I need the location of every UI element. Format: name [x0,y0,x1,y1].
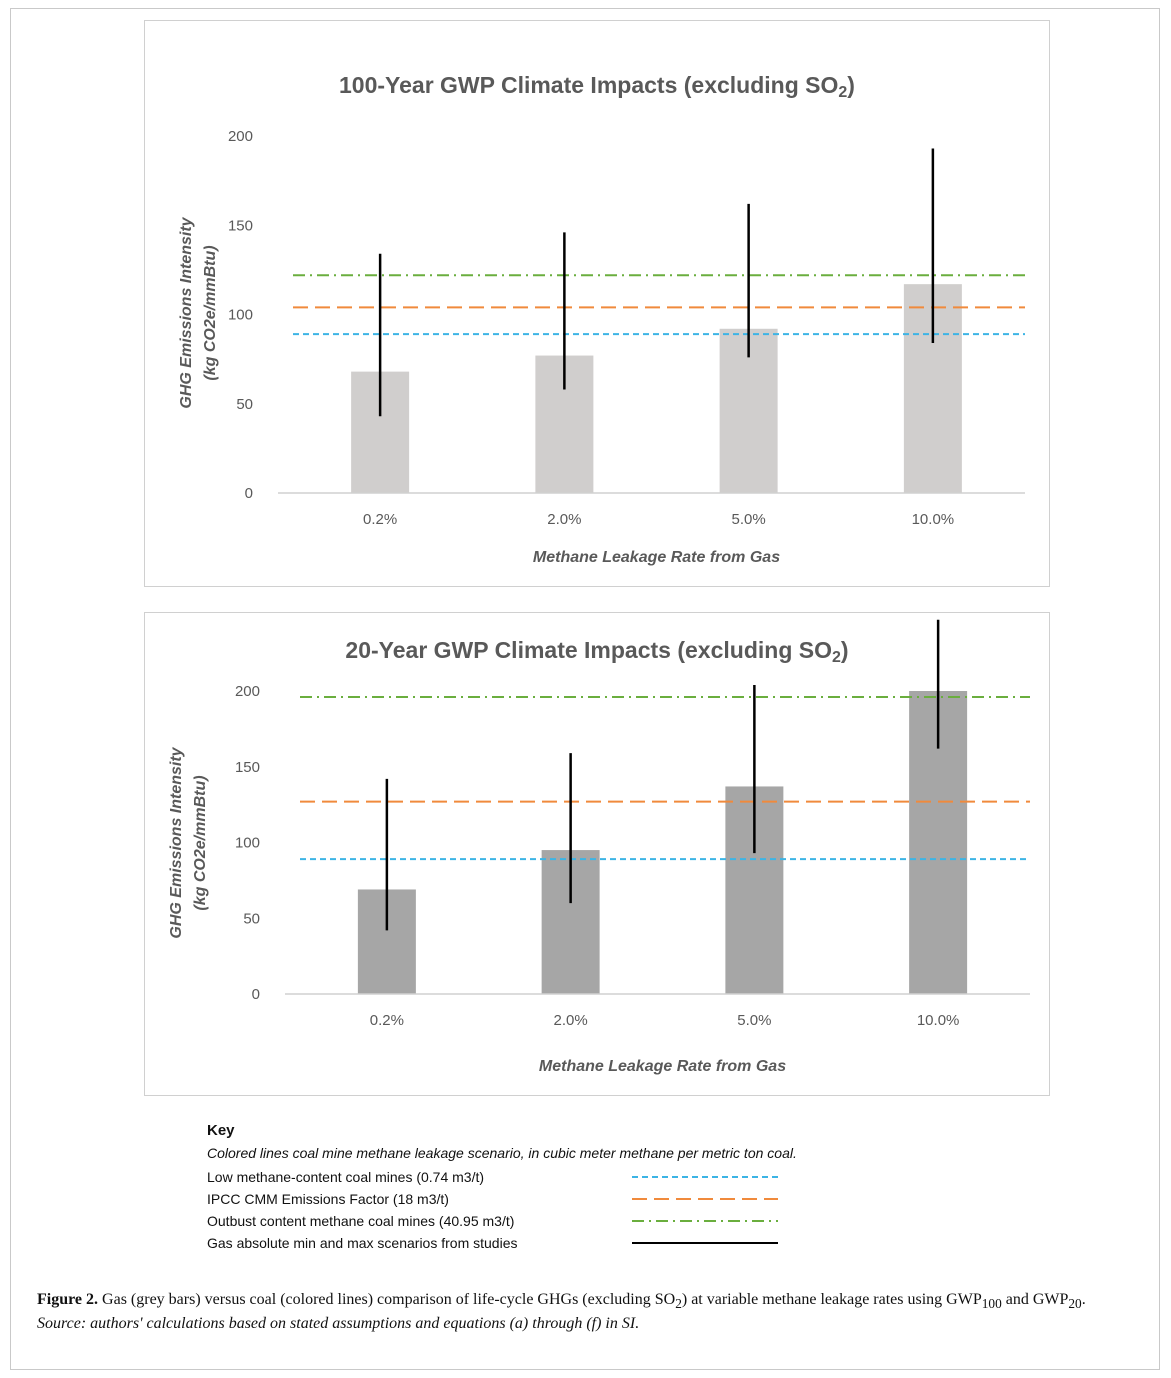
key-item-swatch [632,1176,778,1178]
caption-label: Figure 2. [37,1291,99,1308]
x-tick-label: 0.2% [370,1012,404,1029]
y-tick-label: 50 [243,910,260,927]
key-item: Low methane-content coal mines (0.74 m3/… [207,1166,1037,1188]
chart-gwp100: 100-Year GWP Climate Impacts (excluding … [178,72,1025,566]
x-tick-label: 2.0% [554,1012,588,1029]
caption-so-sub: 2 [675,1296,682,1312]
key-item-label: Outbust content methane coal mines (40.9… [207,1213,515,1229]
chart-panel-gwp20: 20-Year GWP Climate Impacts (excluding S… [144,612,1050,1096]
y-axis-title-units: (kg CO2e/mmBtu) [202,245,219,380]
x-tick-label: 2.0% [547,511,581,528]
key-item: IPCC CMM Emissions Factor (18 m3/t) [207,1188,1037,1210]
y-tick-label: 200 [228,128,253,145]
chart-title: 20-Year GWP Climate Impacts (excluding S… [345,637,848,666]
key-description: Colored lines coal mine methane leakage … [207,1145,797,1161]
y-axis-title: GHG Emissions Intensity [168,746,185,938]
figure-caption: Figure 2. Gas (grey bars) versus coal (c… [37,1290,1137,1334]
caption-text-b: ) at variable methane leakage rates usin… [681,1291,982,1308]
x-axis-title: Methane Leakage Rate from Gas [533,549,780,566]
x-tick-label: 10.0% [912,511,955,528]
key-item-label: IPCC CMM Emissions Factor (18 m3/t) [207,1191,449,1207]
key-item: Gas absolute min and max scenarios from … [207,1232,1037,1254]
key-item: Outbust content methane coal mines (40.9… [207,1210,1037,1232]
caption-source: Source: authors' calculations based on s… [37,1315,640,1333]
caption-text-c: and GWP [1001,1291,1069,1308]
key-item-label: Low methane-content coal mines (0.74 m3/… [207,1169,485,1185]
chart-panel-gwp100: 100-Year GWP Climate Impacts (excluding … [144,20,1050,587]
y-tick-label: 100 [228,307,253,324]
y-axis-title-units: (kg CO2e/mmBtu) [192,775,209,910]
key-title: Key [207,1122,235,1139]
caption-text-d: . [1081,1291,1086,1308]
key-item-swatch [632,1198,778,1200]
x-tick-label: 10.0% [917,1012,960,1029]
chart-gwp20: 20-Year GWP Climate Impacts (excluding S… [168,619,1030,1075]
x-axis-title: Methane Leakage Rate from Gas [539,1058,786,1075]
y-tick-label: 150 [228,217,253,234]
y-tick-label: 150 [235,759,260,776]
x-tick-label: 5.0% [737,1012,771,1029]
key-item-swatch [632,1242,778,1244]
caption-gwp100-sub: 100 [981,1296,1002,1312]
chart-title: 100-Year GWP Climate Impacts (excluding … [339,72,855,101]
y-tick-label: 50 [236,396,253,413]
caption-text-a: Gas (grey bars) versus coal (colored lin… [98,1291,676,1308]
y-tick-label: 200 [235,683,260,700]
y-axis-title: GHG Emissions Intensity [178,216,195,408]
y-tick-label: 0 [252,986,260,1003]
y-tick-label: 100 [235,835,260,852]
chart-key: Key Colored lines coal mine methane leak… [207,1122,1037,1254]
figure-frame: 100-Year GWP Climate Impacts (excluding … [10,8,1160,1370]
key-item-label: Gas absolute min and max scenarios from … [207,1235,518,1251]
caption-gwp20-sub: 20 [1068,1296,1082,1312]
x-tick-label: 0.2% [363,511,397,528]
y-tick-label: 0 [245,485,253,502]
key-items: Low methane-content coal mines (0.74 m3/… [207,1166,1037,1254]
key-item-swatch [632,1220,778,1222]
x-tick-label: 5.0% [732,511,766,528]
